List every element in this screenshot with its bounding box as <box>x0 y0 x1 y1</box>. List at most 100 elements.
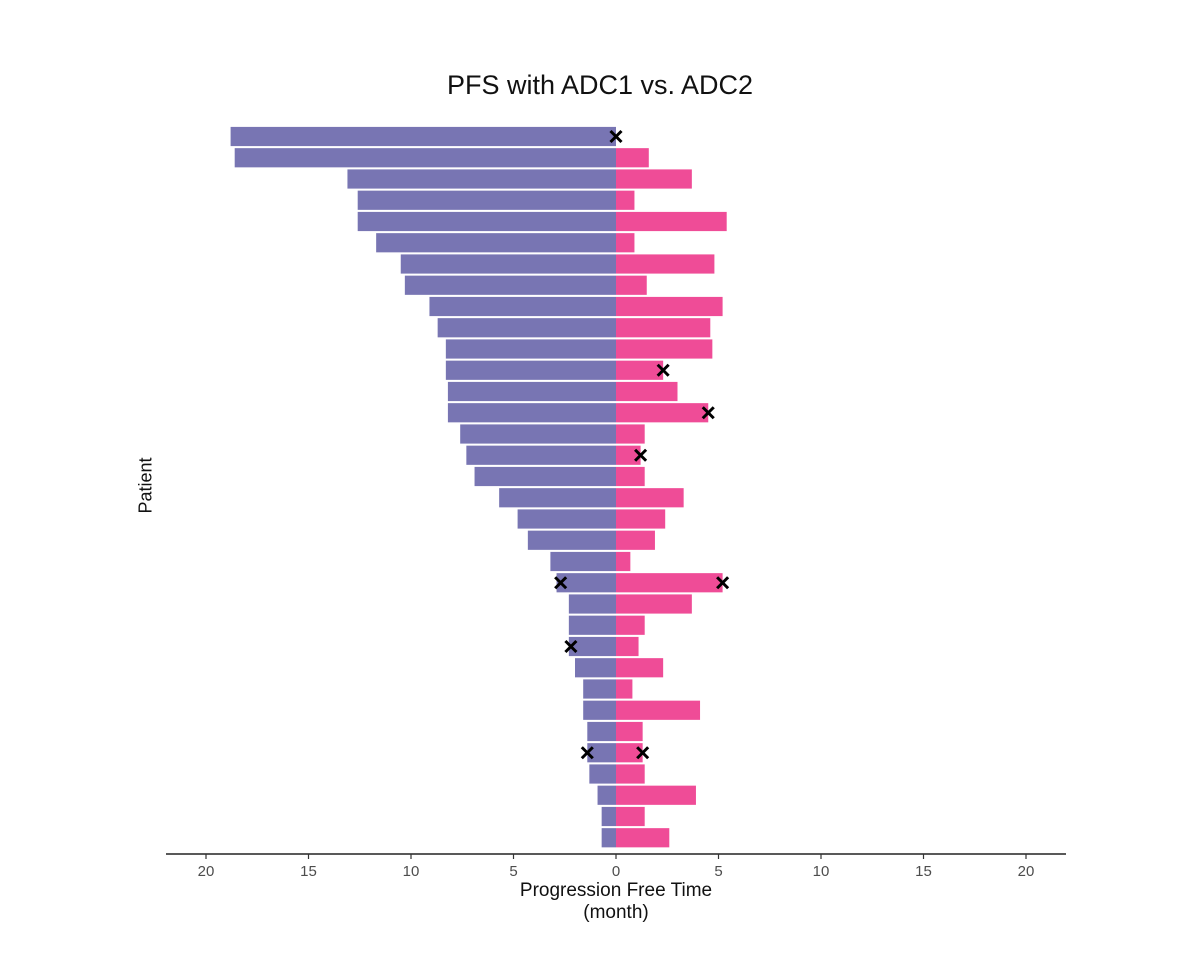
censor-marker <box>701 406 715 420</box>
bar-adc1-patient-23 <box>568 594 616 614</box>
censor-marker-stroke <box>580 746 594 760</box>
bar-adc1-patient-15 <box>460 424 616 444</box>
x-tick-label: 5 <box>509 863 517 880</box>
bar-adc2-patient-22 <box>616 573 723 593</box>
bar-adc2-patient-8 <box>616 275 647 295</box>
bar-adc1-patient-11 <box>445 339 616 359</box>
bar-adc2-patient-28 <box>616 700 701 720</box>
censor-marker <box>554 576 568 590</box>
bar-adc1-patient-5 <box>357 211 616 232</box>
bar-adc2-patient-34 <box>616 828 670 848</box>
x-axis-label-line1: Progression Free Time <box>519 880 713 901</box>
bar-adc1-patient-33 <box>601 806 616 827</box>
bar-adc1-patient-10 <box>437 318 616 338</box>
x-tick-label: 20 <box>198 863 215 880</box>
censor-marker-stroke <box>609 129 623 144</box>
bar-adc2-patient-30 <box>616 743 643 763</box>
bar-adc1-patient-4 <box>357 190 616 210</box>
censor-marker <box>564 639 578 654</box>
bar-adc1-patient-14 <box>447 403 616 423</box>
bar-adc1-patient-1 <box>230 126 616 147</box>
bar-adc1-patient-22 <box>556 573 616 593</box>
bar-adc1-patient-13 <box>447 381 616 402</box>
x-axis-label: Progression Free Time (month) <box>0 880 1200 924</box>
censor-marker-stroke <box>656 363 670 377</box>
bar-adc1-patient-8 <box>404 275 616 295</box>
bar-adc2-patient-15 <box>616 424 645 444</box>
x-tick-label: 5 <box>714 863 722 880</box>
bar-adc2-patient-14 <box>616 403 709 423</box>
bar-adc1-patient-9 <box>429 296 616 317</box>
bar-adc2-patient-10 <box>616 318 711 338</box>
x-tick-label: 10 <box>403 863 420 880</box>
bar-adc2-patient-19 <box>616 509 666 529</box>
y-axis-label: Patient <box>135 457 156 514</box>
bar-adc2-patient-4 <box>616 190 635 210</box>
bar-adc1-patient-27 <box>583 679 616 699</box>
bar-adc1-patient-19 <box>517 509 616 529</box>
bar-adc1-patient-34 <box>601 828 616 848</box>
bar-adc2-patient-6 <box>616 233 635 253</box>
bar-adc1-patient-16 <box>466 445 616 465</box>
censor-marker-stroke <box>634 448 648 462</box>
x-tick-label: 10 <box>813 863 830 880</box>
censor-marker <box>716 576 730 590</box>
bar-adc2-patient-32 <box>616 785 696 805</box>
bar-adc2-patient-16 <box>616 445 641 465</box>
bar-adc1-patient-12 <box>445 360 616 380</box>
bar-adc1-patient-3 <box>347 169 616 189</box>
bar-adc2-patient-31 <box>616 764 645 784</box>
bar-adc1-patient-17 <box>474 466 616 487</box>
bar-adc1-patient-29 <box>587 721 616 742</box>
censor-marker <box>609 129 623 144</box>
censor-marker-stroke <box>716 576 730 590</box>
bar-adc2-patient-23 <box>616 594 692 614</box>
bar-adc1-patient-21 <box>550 551 616 572</box>
bar-adc2-patient-24 <box>616 615 645 635</box>
censor-marker-stroke <box>701 406 715 420</box>
censor-marker-stroke <box>636 746 650 760</box>
bar-adc2-patient-13 <box>616 381 678 402</box>
censor-marker-stroke <box>564 639 578 654</box>
bar-adc1-patient-28 <box>583 700 616 720</box>
bar-adc1-patient-32 <box>597 785 616 805</box>
bar-adc1-patient-6 <box>376 233 616 253</box>
bar-adc1-patient-20 <box>527 530 616 550</box>
bar-adc1-patient-31 <box>589 764 616 784</box>
bar-adc2-patient-11 <box>616 339 713 359</box>
bar-adc2-patient-9 <box>616 296 723 317</box>
bar-adc2-patient-27 <box>616 679 633 699</box>
bar-adc1-patient-2 <box>234 148 616 168</box>
x-axis-label-line2: (month) <box>583 902 649 923</box>
bar-adc2-patient-7 <box>616 254 715 274</box>
bar-adc2-patient-29 <box>616 721 643 742</box>
bar-adc1-patient-30 <box>587 743 616 763</box>
bar-adc1-patient-18 <box>499 488 616 508</box>
censor-marker <box>634 448 648 462</box>
x-tick-label: 15 <box>915 863 932 880</box>
bar-adc2-patient-33 <box>616 806 645 827</box>
censor-marker <box>636 746 650 760</box>
bar-adc2-patient-18 <box>616 488 684 508</box>
x-tick-label: 20 <box>1018 863 1035 880</box>
bar-adc2-patient-25 <box>616 636 639 657</box>
bar-adc1-patient-7 <box>400 254 616 274</box>
bar-adc1-patient-26 <box>575 658 616 678</box>
bar-adc2-patient-2 <box>616 148 649 168</box>
bar-adc2-patient-17 <box>616 466 645 487</box>
bar-adc2-patient-26 <box>616 658 664 678</box>
bar-adc2-patient-20 <box>616 530 655 550</box>
censor-marker-stroke <box>554 576 568 590</box>
x-tick-label: 0 <box>612 863 620 880</box>
bar-adc2-patient-21 <box>616 551 631 572</box>
chart-title: PFS with ADC1 vs. ADC2 <box>446 70 754 100</box>
censor-marker <box>580 746 594 760</box>
bar-adc2-patient-12 <box>616 360 664 380</box>
bar-adc2-patient-5 <box>616 211 727 232</box>
x-tick-label: 15 <box>300 863 317 880</box>
bar-adc1-patient-24 <box>568 615 616 635</box>
bar-adc2-patient-3 <box>616 169 692 189</box>
bar-adc1-patient-25 <box>568 636 616 657</box>
